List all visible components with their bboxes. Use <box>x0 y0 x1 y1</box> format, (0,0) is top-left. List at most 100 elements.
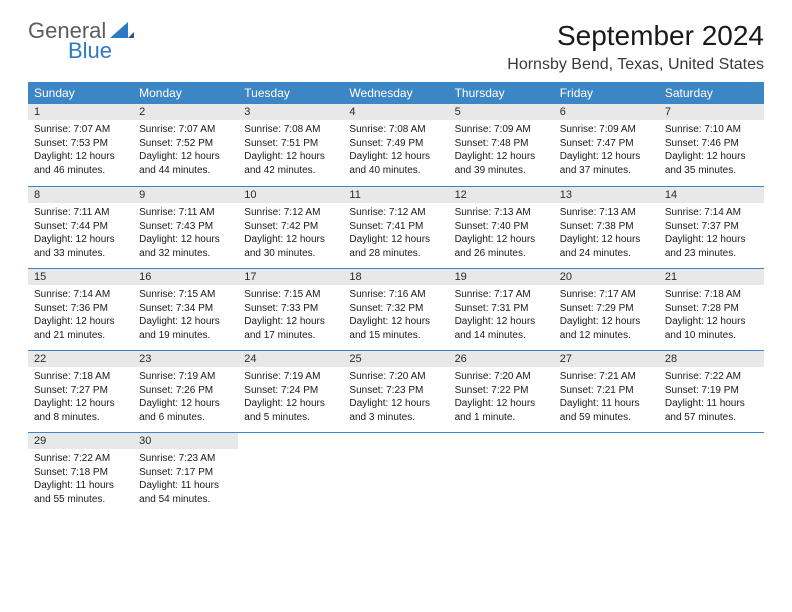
day-details: Sunrise: 7:16 AMSunset: 7:32 PMDaylight:… <box>343 285 448 346</box>
day-details: Sunrise: 7:19 AMSunset: 7:26 PMDaylight:… <box>133 367 238 428</box>
day-details: Sunrise: 7:13 AMSunset: 7:40 PMDaylight:… <box>449 203 554 264</box>
day-number: 3 <box>238 104 343 120</box>
calendar-cell: 8Sunrise: 7:11 AMSunset: 7:44 PMDaylight… <box>28 186 133 268</box>
calendar-week: 29Sunrise: 7:22 AMSunset: 7:18 PMDayligh… <box>28 432 764 514</box>
day-number: 20 <box>554 268 659 285</box>
title-block: September 2024 Hornsby Bend, Texas, Unit… <box>507 20 764 74</box>
calendar-cell: 3Sunrise: 7:08 AMSunset: 7:51 PMDaylight… <box>238 104 343 186</box>
calendar-cell: 4Sunrise: 7:08 AMSunset: 7:49 PMDaylight… <box>343 104 448 186</box>
day-number: 22 <box>28 350 133 367</box>
day-number: 24 <box>238 350 343 367</box>
day-number: 26 <box>449 350 554 367</box>
calendar-cell <box>343 432 448 514</box>
calendar-cell: 1Sunrise: 7:07 AMSunset: 7:53 PMDaylight… <box>28 104 133 186</box>
day-number: 27 <box>554 350 659 367</box>
calendar-cell: 30Sunrise: 7:23 AMSunset: 7:17 PMDayligh… <box>133 432 238 514</box>
day-details: Sunrise: 7:15 AMSunset: 7:33 PMDaylight:… <box>238 285 343 346</box>
column-header: Saturday <box>659 82 764 104</box>
day-number: 12 <box>449 186 554 203</box>
day-number: 25 <box>343 350 448 367</box>
calendar-cell: 11Sunrise: 7:12 AMSunset: 7:41 PMDayligh… <box>343 186 448 268</box>
calendar-cell: 20Sunrise: 7:17 AMSunset: 7:29 PMDayligh… <box>554 268 659 350</box>
calendar-body: 1Sunrise: 7:07 AMSunset: 7:53 PMDaylight… <box>28 104 764 514</box>
calendar-cell <box>554 432 659 514</box>
calendar-cell: 23Sunrise: 7:19 AMSunset: 7:26 PMDayligh… <box>133 350 238 432</box>
day-details: Sunrise: 7:20 AMSunset: 7:22 PMDaylight:… <box>449 367 554 428</box>
column-header: Wednesday <box>343 82 448 104</box>
day-number: 14 <box>659 186 764 203</box>
calendar-cell: 22Sunrise: 7:18 AMSunset: 7:27 PMDayligh… <box>28 350 133 432</box>
column-header: Sunday <box>28 82 133 104</box>
day-number: 29 <box>28 432 133 449</box>
calendar-cell: 14Sunrise: 7:14 AMSunset: 7:37 PMDayligh… <box>659 186 764 268</box>
day-number: 28 <box>659 350 764 367</box>
calendar-week: 1Sunrise: 7:07 AMSunset: 7:53 PMDaylight… <box>28 104 764 186</box>
calendar-cell: 16Sunrise: 7:15 AMSunset: 7:34 PMDayligh… <box>133 268 238 350</box>
calendar-cell <box>449 432 554 514</box>
day-number: 17 <box>238 268 343 285</box>
calendar-cell: 25Sunrise: 7:20 AMSunset: 7:23 PMDayligh… <box>343 350 448 432</box>
calendar-cell: 27Sunrise: 7:21 AMSunset: 7:21 PMDayligh… <box>554 350 659 432</box>
day-number: 16 <box>133 268 238 285</box>
day-number: 6 <box>554 104 659 120</box>
day-details: Sunrise: 7:12 AMSunset: 7:41 PMDaylight:… <box>343 203 448 264</box>
day-details: Sunrise: 7:10 AMSunset: 7:46 PMDaylight:… <box>659 120 764 181</box>
calendar-week: 8Sunrise: 7:11 AMSunset: 7:44 PMDaylight… <box>28 186 764 268</box>
calendar-cell: 19Sunrise: 7:17 AMSunset: 7:31 PMDayligh… <box>449 268 554 350</box>
day-number: 23 <box>133 350 238 367</box>
day-details: Sunrise: 7:08 AMSunset: 7:51 PMDaylight:… <box>238 120 343 181</box>
column-header: Thursday <box>449 82 554 104</box>
day-number: 19 <box>449 268 554 285</box>
calendar-cell <box>238 432 343 514</box>
day-details: Sunrise: 7:07 AMSunset: 7:53 PMDaylight:… <box>28 120 133 181</box>
day-number: 21 <box>659 268 764 285</box>
calendar-cell: 18Sunrise: 7:16 AMSunset: 7:32 PMDayligh… <box>343 268 448 350</box>
calendar-cell: 5Sunrise: 7:09 AMSunset: 7:48 PMDaylight… <box>449 104 554 186</box>
day-details: Sunrise: 7:18 AMSunset: 7:27 PMDaylight:… <box>28 367 133 428</box>
day-number: 9 <box>133 186 238 203</box>
calendar-cell: 6Sunrise: 7:09 AMSunset: 7:47 PMDaylight… <box>554 104 659 186</box>
calendar-cell <box>659 432 764 514</box>
calendar-cell: 13Sunrise: 7:13 AMSunset: 7:38 PMDayligh… <box>554 186 659 268</box>
calendar-cell: 15Sunrise: 7:14 AMSunset: 7:36 PMDayligh… <box>28 268 133 350</box>
column-header: Tuesday <box>238 82 343 104</box>
day-number: 13 <box>554 186 659 203</box>
day-number: 11 <box>343 186 448 203</box>
calendar-cell: 17Sunrise: 7:15 AMSunset: 7:33 PMDayligh… <box>238 268 343 350</box>
day-details: Sunrise: 7:12 AMSunset: 7:42 PMDaylight:… <box>238 203 343 264</box>
day-number: 15 <box>28 268 133 285</box>
day-details: Sunrise: 7:18 AMSunset: 7:28 PMDaylight:… <box>659 285 764 346</box>
day-details: Sunrise: 7:07 AMSunset: 7:52 PMDaylight:… <box>133 120 238 181</box>
day-number: 30 <box>133 432 238 449</box>
day-number: 7 <box>659 104 764 120</box>
calendar-cell: 10Sunrise: 7:12 AMSunset: 7:42 PMDayligh… <box>238 186 343 268</box>
day-details: Sunrise: 7:20 AMSunset: 7:23 PMDaylight:… <box>343 367 448 428</box>
calendar-cell: 2Sunrise: 7:07 AMSunset: 7:52 PMDaylight… <box>133 104 238 186</box>
calendar-cell: 7Sunrise: 7:10 AMSunset: 7:46 PMDaylight… <box>659 104 764 186</box>
header: General Blue September 2024 Hornsby Bend… <box>28 20 764 74</box>
calendar-cell: 28Sunrise: 7:22 AMSunset: 7:19 PMDayligh… <box>659 350 764 432</box>
day-number: 10 <box>238 186 343 203</box>
brand-part2: Blue <box>28 40 134 62</box>
calendar-week: 15Sunrise: 7:14 AMSunset: 7:36 PMDayligh… <box>28 268 764 350</box>
column-header: Friday <box>554 82 659 104</box>
day-number: 18 <box>343 268 448 285</box>
calendar-cell: 24Sunrise: 7:19 AMSunset: 7:24 PMDayligh… <box>238 350 343 432</box>
day-number: 1 <box>28 104 133 120</box>
location: Hornsby Bend, Texas, United States <box>507 56 764 74</box>
day-number: 2 <box>133 104 238 120</box>
day-details: Sunrise: 7:22 AMSunset: 7:19 PMDaylight:… <box>659 367 764 428</box>
day-details: Sunrise: 7:15 AMSunset: 7:34 PMDaylight:… <box>133 285 238 346</box>
column-header-row: SundayMondayTuesdayWednesdayThursdayFrid… <box>28 82 764 104</box>
brand-icon <box>110 20 134 42</box>
day-details: Sunrise: 7:13 AMSunset: 7:38 PMDaylight:… <box>554 203 659 264</box>
day-details: Sunrise: 7:11 AMSunset: 7:43 PMDaylight:… <box>133 203 238 264</box>
day-number: 4 <box>343 104 448 120</box>
day-number: 5 <box>449 104 554 120</box>
day-number: 8 <box>28 186 133 203</box>
column-header: Monday <box>133 82 238 104</box>
month-title: September 2024 <box>507 20 764 52</box>
day-details: Sunrise: 7:11 AMSunset: 7:44 PMDaylight:… <box>28 203 133 264</box>
day-details: Sunrise: 7:22 AMSunset: 7:18 PMDaylight:… <box>28 449 133 510</box>
day-details: Sunrise: 7:09 AMSunset: 7:47 PMDaylight:… <box>554 120 659 181</box>
